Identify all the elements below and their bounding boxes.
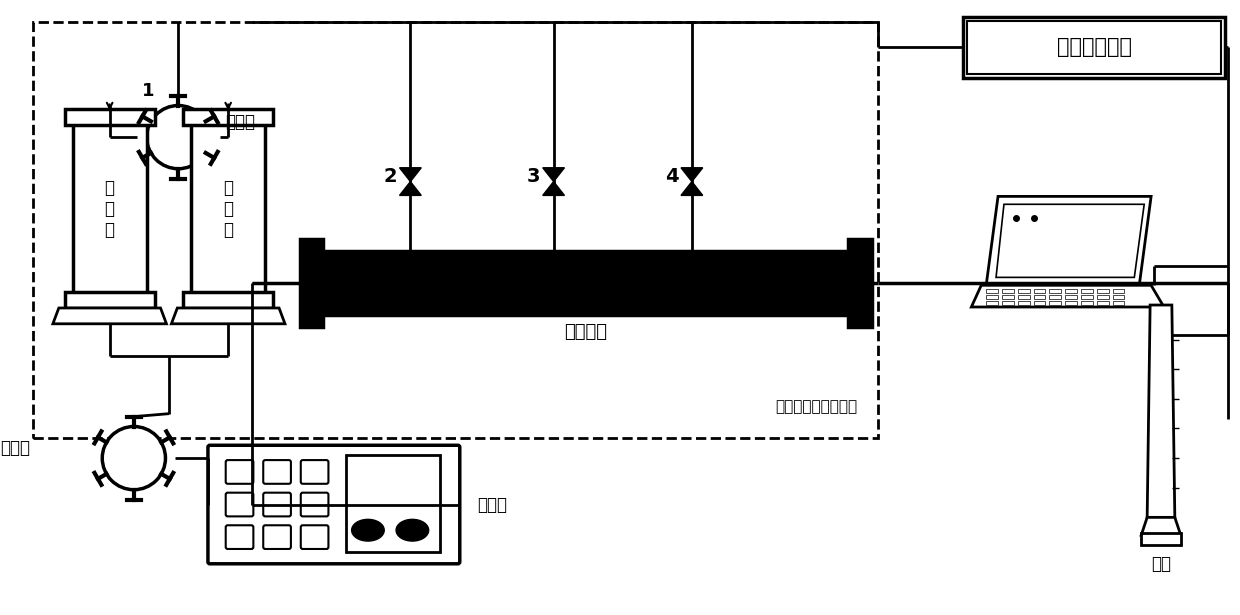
Text: 压力采集系统: 压力采集系统 [1056, 38, 1132, 57]
Text: 平流泵: 平流泵 [477, 496, 507, 514]
FancyBboxPatch shape [301, 525, 329, 549]
Text: 4: 4 [666, 167, 680, 186]
Polygon shape [543, 181, 564, 196]
Bar [1002, 301, 1014, 305]
Text: 虚线内置于恒温烘箱: 虚线内置于恒温烘箱 [776, 399, 858, 414]
Bar [1002, 295, 1014, 299]
Bar [1097, 289, 1109, 293]
Bar [64, 109, 155, 125]
Bar [73, 117, 146, 300]
Bar [191, 117, 265, 300]
Bar [986, 301, 998, 305]
Bar [33, 22, 878, 438]
Text: 2: 2 [384, 167, 398, 186]
Text: 六通阀: 六通阀 [224, 113, 254, 132]
Bar [986, 295, 998, 299]
FancyBboxPatch shape [263, 525, 291, 549]
Bar [1097, 301, 1109, 305]
Bar [346, 455, 440, 552]
Polygon shape [399, 181, 422, 196]
Bar [1065, 295, 1078, 299]
FancyBboxPatch shape [263, 460, 291, 484]
FancyBboxPatch shape [226, 460, 253, 484]
Bar [1065, 301, 1078, 305]
Bar [1018, 301, 1029, 305]
Bar [1002, 289, 1014, 293]
FancyBboxPatch shape [226, 525, 253, 549]
Bar [1018, 289, 1029, 293]
Text: 六通阀: 六通阀 [0, 439, 30, 457]
FancyBboxPatch shape [301, 493, 329, 517]
Polygon shape [681, 181, 703, 196]
Polygon shape [543, 168, 564, 181]
Bar [963, 17, 1225, 78]
Bar [1049, 295, 1061, 299]
Circle shape [146, 106, 210, 169]
Bar [848, 239, 872, 327]
Bar [1081, 301, 1092, 305]
Polygon shape [399, 168, 422, 181]
Text: 调
剂
剂: 调 剂 剂 [104, 179, 114, 239]
Bar [1112, 289, 1125, 293]
Bar [1049, 301, 1061, 305]
Text: 长填砂管: 长填砂管 [564, 323, 608, 341]
Polygon shape [996, 204, 1145, 277]
Bar [1112, 301, 1125, 305]
Bar [1049, 289, 1061, 293]
FancyBboxPatch shape [263, 493, 291, 517]
Polygon shape [681, 168, 703, 181]
Bar [64, 292, 155, 308]
Polygon shape [171, 308, 285, 323]
Bar [321, 251, 849, 315]
Bar [967, 20, 1221, 74]
Polygon shape [53, 308, 166, 323]
Text: 3: 3 [527, 167, 541, 186]
Bar [1112, 295, 1125, 299]
Ellipse shape [396, 519, 429, 541]
Bar [1018, 295, 1029, 299]
Bar [184, 292, 273, 308]
FancyBboxPatch shape [301, 460, 329, 484]
Bar [1097, 295, 1109, 299]
Text: 量筒: 量筒 [1151, 555, 1171, 573]
Bar [1034, 295, 1045, 299]
Ellipse shape [352, 519, 384, 541]
Bar [1141, 533, 1180, 545]
Bar [1034, 301, 1045, 305]
Bar [1065, 289, 1078, 293]
Polygon shape [1141, 517, 1180, 535]
Bar [184, 109, 273, 125]
Bar [300, 239, 324, 327]
Polygon shape [971, 285, 1164, 307]
Bar [1081, 295, 1092, 299]
Circle shape [102, 427, 165, 490]
Bar [1081, 289, 1092, 293]
Polygon shape [1147, 305, 1174, 517]
Text: 1: 1 [143, 82, 155, 100]
Text: 注
入
水: 注 入 水 [223, 179, 233, 239]
Polygon shape [986, 196, 1151, 285]
Bar [1034, 289, 1045, 293]
FancyBboxPatch shape [226, 493, 253, 517]
Bar [986, 289, 998, 293]
FancyBboxPatch shape [208, 445, 460, 564]
